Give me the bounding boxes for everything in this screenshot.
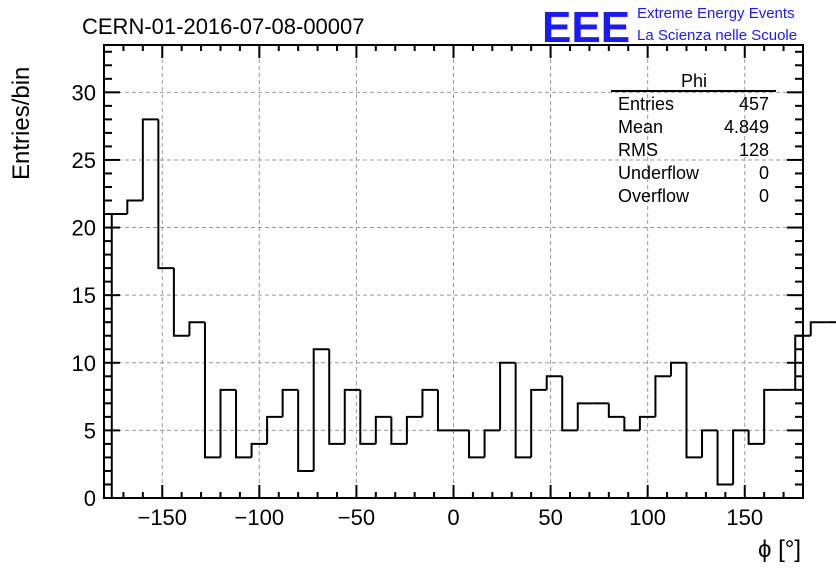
- y-tick-labels: 0 5 10 15 20 25 30: [72, 80, 96, 511]
- histogram-bin: [172, 268, 190, 337]
- stats-title: Phi: [681, 71, 707, 91]
- stats-label: Overflow: [618, 186, 690, 206]
- histogram-bin: [623, 416, 640, 432]
- histogram-bin: [405, 415, 423, 444]
- histogram-bin: [685, 362, 703, 459]
- histogram-bin: [266, 415, 283, 444]
- histogram-bin: [328, 349, 345, 445]
- histogram-bin: [343, 388, 361, 444]
- histogram-bin: [561, 376, 578, 432]
- histogram-bin: [188, 321, 205, 336]
- histogram-bin: [716, 430, 734, 486]
- x-tick-label: 100: [629, 505, 666, 530]
- histogram-bin: [219, 388, 237, 458]
- x-tick-label: 150: [726, 505, 763, 530]
- histogram-bin: [203, 322, 221, 459]
- histogram-bin: [110, 213, 128, 498]
- histogram-bin: [763, 388, 780, 444]
- logo-line-2: La Scienza nelle Scuole: [637, 27, 797, 44]
- y-tick-label: 25: [72, 148, 96, 173]
- y-tick-label: 10: [72, 351, 96, 376]
- histogram-bin: [654, 375, 671, 417]
- stats-label: Mean: [618, 117, 663, 137]
- x-tick-labels: −150 −100 −50 0 50 100 150: [137, 505, 763, 530]
- histogram-bin: [530, 388, 547, 458]
- eee-logo-mark: EEE: [542, 3, 630, 52]
- histogram-bin: [468, 430, 485, 459]
- histogram-bin: [126, 199, 143, 215]
- stats-label: Entries: [618, 94, 674, 114]
- histogram-bin: [732, 429, 749, 485]
- stats-rows: Entries 457 Mean 4.849 RMS 128 Underflow 0 Overf…: [618, 94, 769, 206]
- y-tick-label: 5: [84, 418, 96, 443]
- axis-ticks: [104, 45, 803, 499]
- x-tick-label: 0: [447, 505, 459, 530]
- logo-line-1: Extreme Energy Events: [637, 5, 795, 22]
- histogram-bin: [669, 361, 687, 377]
- histogram-bin: [297, 389, 314, 472]
- histogram-bin: [312, 348, 330, 471]
- stats-value: 457: [739, 94, 769, 114]
- x-tick-label: 50: [538, 505, 562, 530]
- histogram-series: [110, 118, 836, 498]
- y-axis-title: Entries/bin: [8, 67, 35, 180]
- histogram-bin: [157, 119, 174, 270]
- histogram-bin: [141, 118, 159, 201]
- y-tick-label: 15: [72, 283, 96, 308]
- stats-box: Phi Entries 457 Mean 4.849 RMS 128 Underflow 0 O…: [611, 71, 776, 206]
- stats-value: 128: [739, 140, 769, 160]
- chart-title: CERN-01-2016-07-08-00007: [82, 14, 365, 39]
- histogram-bin: [281, 388, 299, 417]
- x-tick-label: −50: [338, 505, 375, 530]
- stats-label: RMS: [618, 140, 658, 160]
- histogram-bin: [545, 375, 563, 390]
- stats-value: 0: [759, 186, 769, 206]
- histogram-bin: [436, 389, 454, 432]
- x-axis-title: ϕ [°]: [758, 536, 801, 563]
- histogram-bin: [483, 429, 501, 458]
- histogram-bin: [576, 402, 594, 431]
- histogram-bin: [514, 362, 532, 459]
- y-tick-label: 20: [72, 216, 96, 241]
- histogram-bin: [638, 415, 656, 431]
- histogram-bin: [235, 389, 252, 459]
- histogram-bin: [421, 388, 438, 417]
- histogram-bin: [390, 416, 407, 445]
- y-tick-label: 0: [84, 486, 96, 511]
- histogram-bin: [607, 403, 625, 418]
- histogram-bin: [250, 442, 268, 458]
- x-tick-label: −150: [137, 505, 187, 530]
- stats-label: Underflow: [618, 163, 700, 183]
- histogram-bin: [809, 321, 827, 336]
- stats-value: 0: [759, 163, 769, 183]
- x-tick-label: −100: [235, 505, 285, 530]
- histogram-bin: [499, 361, 516, 431]
- histogram-bin: [701, 429, 718, 458]
- histogram-bin: [747, 430, 765, 445]
- y-tick-label: 30: [72, 80, 96, 105]
- histogram-bin: [359, 389, 376, 445]
- histogram-bin: [374, 415, 392, 444]
- stats-value: 4.849: [724, 117, 769, 137]
